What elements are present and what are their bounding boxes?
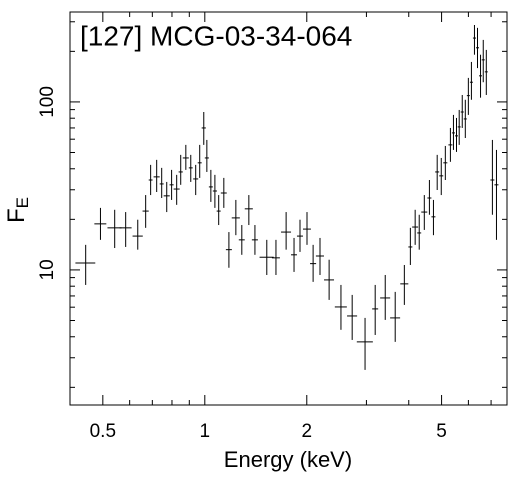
x-tick-label: 1 <box>200 421 211 442</box>
chart-title: [127] MCG-03-34-064 <box>80 20 352 51</box>
x-tick-label: 2 <box>301 421 312 442</box>
y-tick-label: 10 <box>37 259 58 280</box>
x-tick-label: 5 <box>436 421 447 442</box>
y-axis-label: FE <box>3 197 32 223</box>
y-tick-label: 100 <box>37 86 58 118</box>
x-axis-label: Energy (keV) <box>224 447 352 472</box>
plot-frame <box>69 11 508 406</box>
y-axis-label-base: F <box>3 208 30 223</box>
x-tick-label: 0.5 <box>90 421 116 442</box>
y-axis-label-sub: E <box>13 197 32 208</box>
